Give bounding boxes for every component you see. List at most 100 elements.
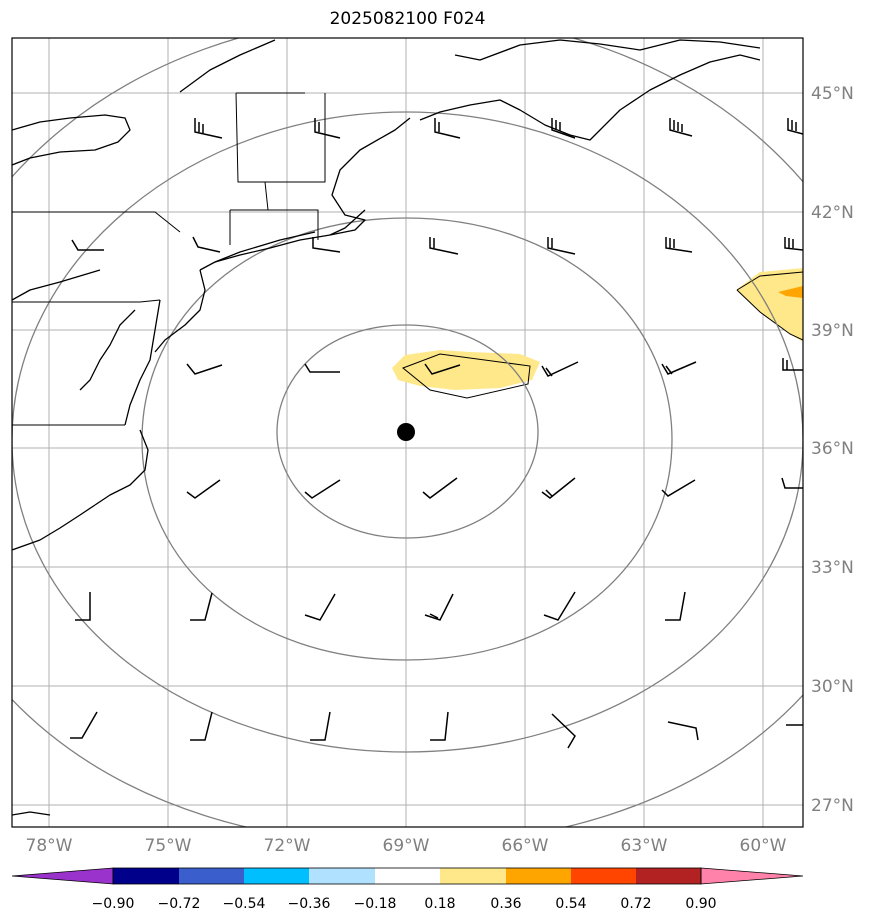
map-panel (12, 38, 803, 827)
wind-barb (669, 118, 693, 137)
colorbar-segment (440, 868, 506, 884)
wind-barb (665, 591, 686, 621)
lat-label: 39°N (811, 321, 854, 341)
shaded-area-central (392, 350, 540, 390)
colorbar-tick-label: 0.90 (685, 896, 716, 912)
wind-barb (314, 118, 341, 139)
lon-label: 78°W (26, 836, 73, 856)
lat-label: 42°N (811, 203, 854, 223)
wind-barb (781, 477, 803, 489)
lake-erie (12, 269, 101, 301)
lat-label: 27°N (811, 796, 854, 816)
wind-barb (190, 592, 213, 621)
range-ring-4 (12, 38, 803, 827)
colorbar-segment (179, 868, 244, 884)
wind-barb (186, 479, 221, 499)
contour-central (402, 353, 531, 399)
wind-barb (551, 713, 576, 749)
map-frame (11, 37, 804, 828)
lon-labels: 78°W 75°W 72°W 69°W 66°W 63°W 60°W (26, 836, 787, 856)
coastlines (12, 39, 761, 816)
wind-barb (310, 711, 331, 741)
colorbar-segment (375, 868, 440, 884)
great-lakes-ontario (12, 114, 131, 166)
range-ring-inner (276, 324, 539, 539)
wind-barb (194, 118, 223, 139)
map-title: 2025082100 F024 (329, 9, 486, 29)
lat-label: 45°N (811, 84, 854, 104)
wind-barbs (70, 118, 803, 749)
georgia-coast (12, 811, 51, 816)
colorbar-segment (309, 868, 375, 884)
range-ring-2 (141, 217, 673, 661)
wind-barb (304, 363, 340, 373)
carolina-coast (12, 504, 96, 551)
contour-east (736, 271, 803, 341)
wind-barb (661, 361, 697, 375)
shaded-area-east-core (778, 286, 803, 298)
wind-barb (541, 361, 579, 377)
colorbar-frame (112, 867, 702, 885)
wind-barb (667, 721, 699, 741)
lon-label: 72°W (264, 836, 311, 856)
lat-labels: 45°N 42°N 39°N 36°N 33°N 30°N 27°N (811, 84, 854, 816)
colorbar-tick-label: 0.72 (620, 896, 651, 912)
lat-label: 30°N (811, 677, 854, 697)
wind-barb (190, 711, 213, 741)
colorbar-tick-label: −0.18 (354, 896, 397, 912)
wind-barb (71, 239, 104, 251)
lon-label: 69°W (383, 836, 430, 856)
cape-cod (329, 209, 366, 236)
st-lawrence (179, 39, 276, 93)
long-island (214, 231, 316, 263)
nj-coast (154, 269, 206, 353)
wind-barb (70, 711, 98, 739)
wind-barb (186, 363, 223, 375)
colorbar: −0.90 −0.72 −0.54 −0.36 −0.18 0.18 0.36 … (11, 867, 804, 912)
colorbar-tick-label: −0.90 (92, 896, 135, 912)
wind-barb (784, 237, 803, 251)
wind-barb (75, 592, 91, 621)
colorbar-extend-low (11, 867, 114, 885)
wind-barb (787, 118, 803, 135)
wind-barb (665, 237, 693, 253)
colorbar-tick-label: −0.72 (158, 896, 201, 912)
wind-barb (430, 711, 449, 741)
wind-barb (192, 236, 221, 253)
lon-label: 66°W (502, 836, 549, 856)
wind-barb (782, 358, 803, 371)
colorbar-extend-high (700, 867, 804, 885)
wind-barb (661, 479, 696, 497)
colorbar-segment (113, 868, 179, 884)
shaded-area-east (736, 268, 803, 342)
lon-label: 63°W (621, 836, 668, 856)
lon-label: 60°W (740, 836, 787, 856)
range-rings (12, 38, 803, 827)
graticule (12, 38, 803, 827)
wind-barb (424, 593, 454, 621)
wind-barb (422, 477, 458, 499)
new-england-coast (199, 117, 411, 271)
colorbar-segment (636, 868, 701, 884)
newfoundland-gulf (454, 39, 761, 61)
wind-barb (541, 477, 576, 499)
wind-barb (304, 593, 336, 621)
colorbar-segment (571, 868, 636, 884)
range-ring-3 (12, 111, 803, 753)
colorbar-tick-label: 0.18 (424, 896, 455, 912)
colorbar-segment (506, 868, 571, 884)
colorbar-tick-label: 0.54 (555, 896, 586, 912)
wind-barb (543, 591, 576, 621)
colorbar-tick-label: 0.36 (490, 896, 521, 912)
colorbar-segment (244, 868, 309, 884)
wind-barb (424, 363, 461, 375)
lat-label: 33°N (811, 558, 854, 578)
state-borders (12, 92, 326, 426)
delmarva-chesapeake (79, 299, 161, 426)
wind-barb (312, 237, 341, 253)
nova-scotia (419, 54, 761, 141)
lon-label: 75°W (145, 836, 192, 856)
wind-barb (429, 237, 459, 255)
colorbar-tick-label: −0.54 (223, 896, 266, 912)
